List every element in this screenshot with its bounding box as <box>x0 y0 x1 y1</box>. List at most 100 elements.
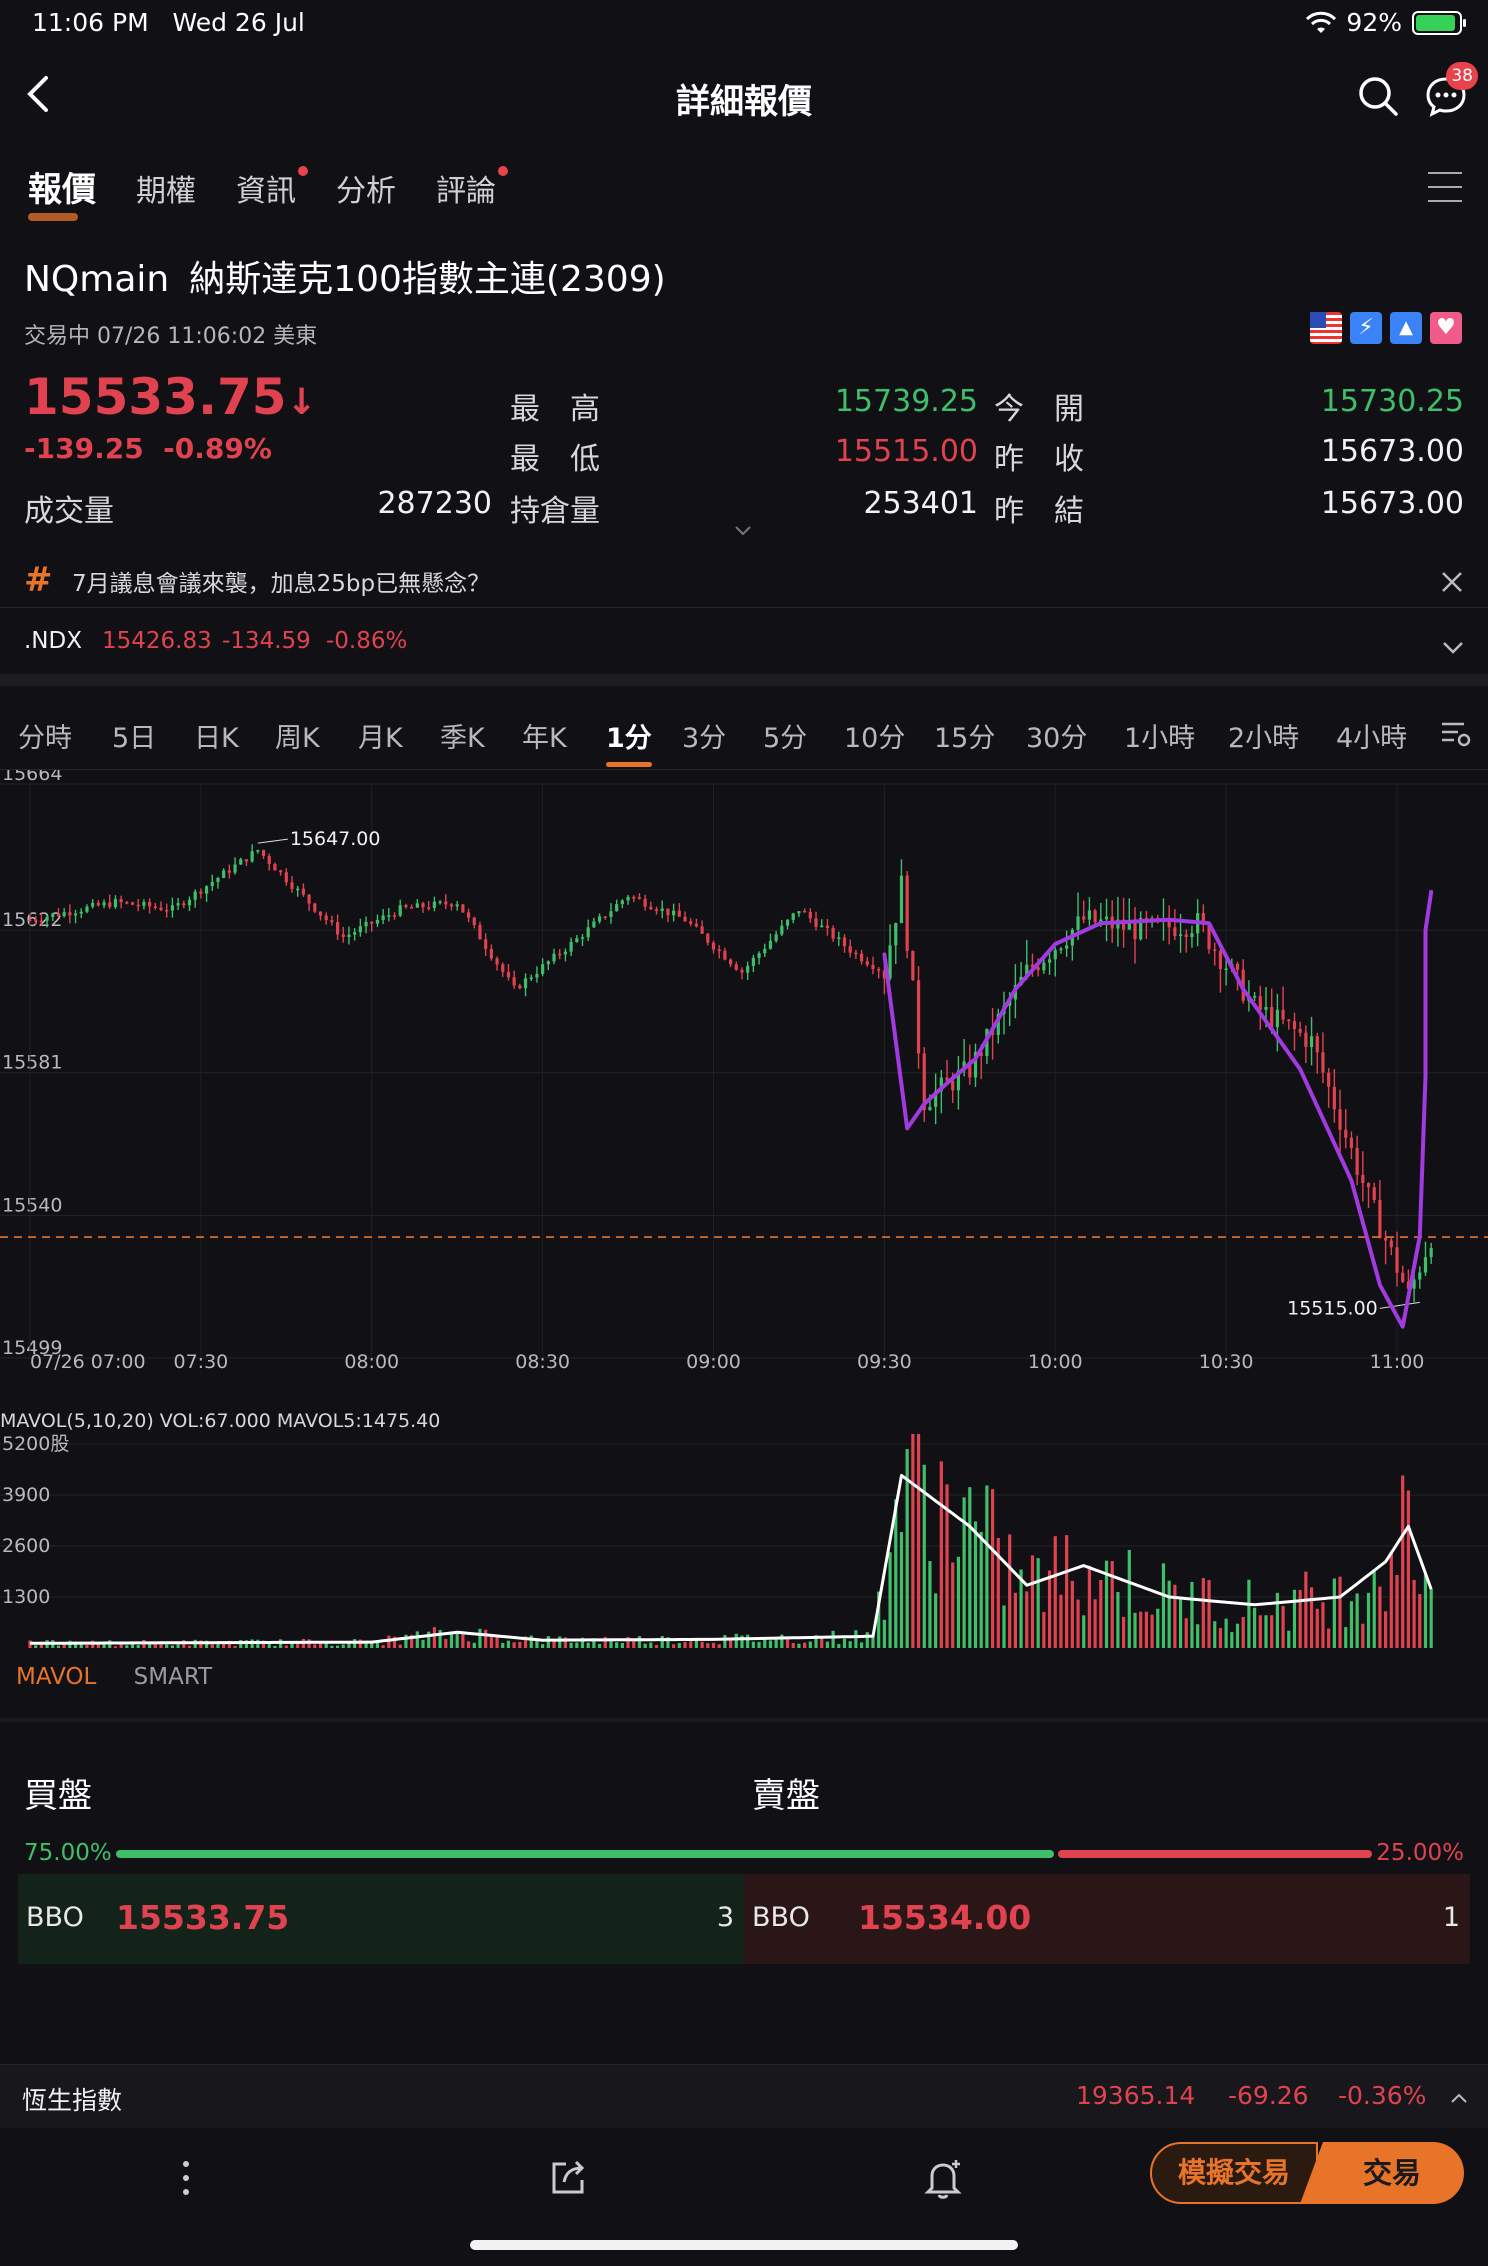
candle-body <box>125 902 129 904</box>
tab-analysis[interactable]: 分析 <box>336 174 396 209</box>
candle-body <box>165 910 169 912</box>
period-tab[interactable]: 月K <box>358 723 403 754</box>
message-button[interactable]: 38 <box>1424 62 1478 118</box>
candle-body <box>859 953 864 962</box>
candle-body <box>683 916 687 922</box>
index-ticker-bar[interactable]: 恆生指數 19365.14 -69.26 -0.36% <box>0 2064 1488 2128</box>
period-tab[interactable]: 10分 <box>844 723 906 754</box>
period-tab[interactable]: 1小時 <box>1124 723 1196 754</box>
menu-icon[interactable] <box>1428 172 1462 202</box>
period-tab[interactable]: 5分 <box>763 723 808 754</box>
volume-bar <box>210 1644 214 1648</box>
volume-bar <box>569 1642 573 1648</box>
share-button[interactable] <box>548 2158 588 2207</box>
volume-bar <box>1332 1578 1336 1648</box>
volume-bar <box>700 1641 704 1648</box>
news-banner[interactable]: # 7月議息會議來襲，加息25bp已無懸念？ <box>0 556 1488 608</box>
volume-bar <box>740 1635 744 1648</box>
candle-body <box>882 970 886 979</box>
battery-icon <box>1412 10 1466 35</box>
volume-bar <box>102 1644 106 1648</box>
related-index-row[interactable]: .NDX 15426.83 -134.59 -0.86% <box>0 622 1488 672</box>
candle-body <box>934 1091 938 1107</box>
volume-bar <box>842 1638 847 1648</box>
candle-body <box>637 897 642 899</box>
x-tick-label: 07:30 <box>173 1351 228 1370</box>
period-tab[interactable]: 4小時 <box>1336 723 1408 754</box>
candle-body <box>1281 1009 1285 1020</box>
period-tab[interactable]: 2小時 <box>1228 723 1300 754</box>
candle-body <box>484 939 488 949</box>
candle-body <box>1389 1240 1393 1248</box>
period-tab[interactable]: 日K <box>194 723 239 754</box>
search-button[interactable] <box>1356 74 1400 118</box>
period-tab[interactable]: 周K <box>275 723 320 754</box>
volume-bar <box>1429 1588 1433 1648</box>
candle-body <box>916 980 921 1054</box>
lightning-icon[interactable]: ⚡ <box>1350 312 1382 344</box>
level-icon[interactable]: ▲ <box>1390 312 1422 344</box>
candle-body <box>307 894 311 904</box>
volume-bar <box>563 1637 568 1648</box>
candle-body <box>677 910 681 917</box>
tab-quote[interactable]: 報價 <box>28 162 96 221</box>
candle-body <box>996 1014 1000 1035</box>
candle-body <box>1207 924 1211 950</box>
tab-comments[interactable]: 評論 <box>436 166 508 210</box>
simulated-trade-button[interactable]: 模擬交易 <box>1150 2142 1318 2204</box>
last-price: 15533.75↓ <box>24 368 317 426</box>
trade-button[interactable]: 交易 <box>1300 2142 1464 2204</box>
volume-chart[interactable]: 5200股 3900 2600 1300 <box>0 1434 1488 1654</box>
chart-settings-button[interactable] <box>1440 718 1472 754</box>
volume-bar <box>187 1645 192 1648</box>
volume-bar <box>529 1635 533 1648</box>
period-tab[interactable]: 5日 <box>112 723 157 754</box>
candle-body <box>512 977 516 986</box>
period-tab[interactable]: 15分 <box>934 723 996 754</box>
volume-bar <box>934 1593 938 1648</box>
volume-bar <box>831 1630 835 1648</box>
more-button[interactable] <box>176 2158 196 2207</box>
volume-bar <box>125 1645 129 1648</box>
candle-body <box>45 916 49 921</box>
close-button[interactable] <box>1440 558 1464 603</box>
candle-body <box>142 901 146 906</box>
hsi-name: 恆生指數 <box>22 2086 123 2115</box>
period-tab[interactable]: 年K <box>522 723 567 754</box>
alert-button[interactable] <box>924 2158 964 2209</box>
ask-side[interactable]: BBO 15534.00 1 <box>744 1874 1470 1964</box>
volume-bar <box>1338 1576 1342 1648</box>
volume-bar <box>136 1644 140 1648</box>
tab-news[interactable]: 資訊 <box>236 166 308 210</box>
expand-ticker-button[interactable] <box>1450 2089 1468 2108</box>
expand-quote-button[interactable] <box>734 522 752 541</box>
volume-bar <box>768 1640 773 1648</box>
period-tab[interactable]: 分時 <box>18 723 72 754</box>
page-title: 詳細報價 <box>676 82 812 122</box>
candle-body <box>187 899 192 906</box>
volume-bar <box>723 1635 727 1648</box>
tab-options[interactable]: 期權 <box>136 174 196 209</box>
period-tab[interactable]: 30分 <box>1026 723 1088 754</box>
news-text[interactable]: 7月議息會議來襲，加息25bp已無懸念？ <box>72 571 491 597</box>
volume-bar <box>746 1634 750 1648</box>
period-tab[interactable]: 3分 <box>682 723 727 754</box>
candle-body <box>632 896 636 899</box>
volume-bar <box>575 1642 579 1648</box>
candle-body <box>865 961 869 965</box>
volume-bar <box>1309 1587 1314 1648</box>
expand-index-button[interactable] <box>1442 640 1464 659</box>
hsi-change: -69.26 <box>1228 2081 1309 2110</box>
candle-body <box>1332 1086 1336 1110</box>
candle-body <box>182 903 186 906</box>
volume-bar <box>227 1640 231 1648</box>
tab-mavol[interactable]: MAVOL <box>16 1664 97 1690</box>
bid-side[interactable]: BBO 15533.75 3 <box>18 1874 744 1964</box>
period-tab-active[interactable]: 1分 <box>606 716 652 767</box>
favorite-heart-icon[interactable]: ♥ <box>1430 312 1462 344</box>
back-button[interactable] <box>22 72 52 127</box>
tab-smart[interactable]: SMART <box>133 1664 213 1690</box>
period-tab[interactable]: 季K <box>440 723 485 754</box>
annotation-label: 15515.00 <box>1287 1297 1378 1319</box>
